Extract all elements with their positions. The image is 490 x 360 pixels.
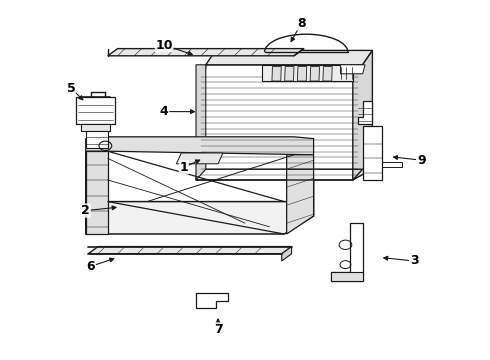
Polygon shape [331, 272, 363, 281]
Polygon shape [341, 65, 365, 74]
Polygon shape [363, 126, 382, 180]
Polygon shape [86, 151, 108, 234]
Polygon shape [331, 223, 363, 281]
Text: 10: 10 [155, 39, 173, 51]
Polygon shape [297, 67, 307, 81]
Polygon shape [86, 131, 108, 148]
Polygon shape [287, 155, 314, 234]
Text: 8: 8 [297, 17, 306, 30]
Polygon shape [81, 124, 110, 131]
Polygon shape [88, 247, 292, 254]
Polygon shape [353, 50, 372, 180]
Text: 9: 9 [417, 154, 426, 167]
Polygon shape [108, 49, 304, 56]
Polygon shape [310, 67, 319, 81]
Polygon shape [282, 247, 292, 261]
Text: 5: 5 [67, 82, 75, 95]
Text: 6: 6 [86, 260, 95, 273]
Polygon shape [272, 67, 281, 81]
Text: 7: 7 [214, 323, 222, 336]
Text: 4: 4 [160, 105, 169, 118]
Text: 1: 1 [179, 161, 188, 174]
Polygon shape [358, 101, 372, 124]
Polygon shape [86, 151, 314, 234]
Text: 2: 2 [81, 204, 90, 217]
Polygon shape [86, 137, 314, 155]
Polygon shape [196, 65, 206, 180]
Polygon shape [196, 293, 228, 308]
Polygon shape [206, 50, 372, 65]
Polygon shape [76, 97, 115, 124]
Polygon shape [176, 153, 223, 164]
Polygon shape [262, 65, 353, 81]
Text: 3: 3 [410, 255, 418, 267]
Polygon shape [285, 67, 294, 81]
Polygon shape [382, 162, 402, 167]
Polygon shape [323, 67, 332, 81]
Polygon shape [196, 65, 363, 180]
